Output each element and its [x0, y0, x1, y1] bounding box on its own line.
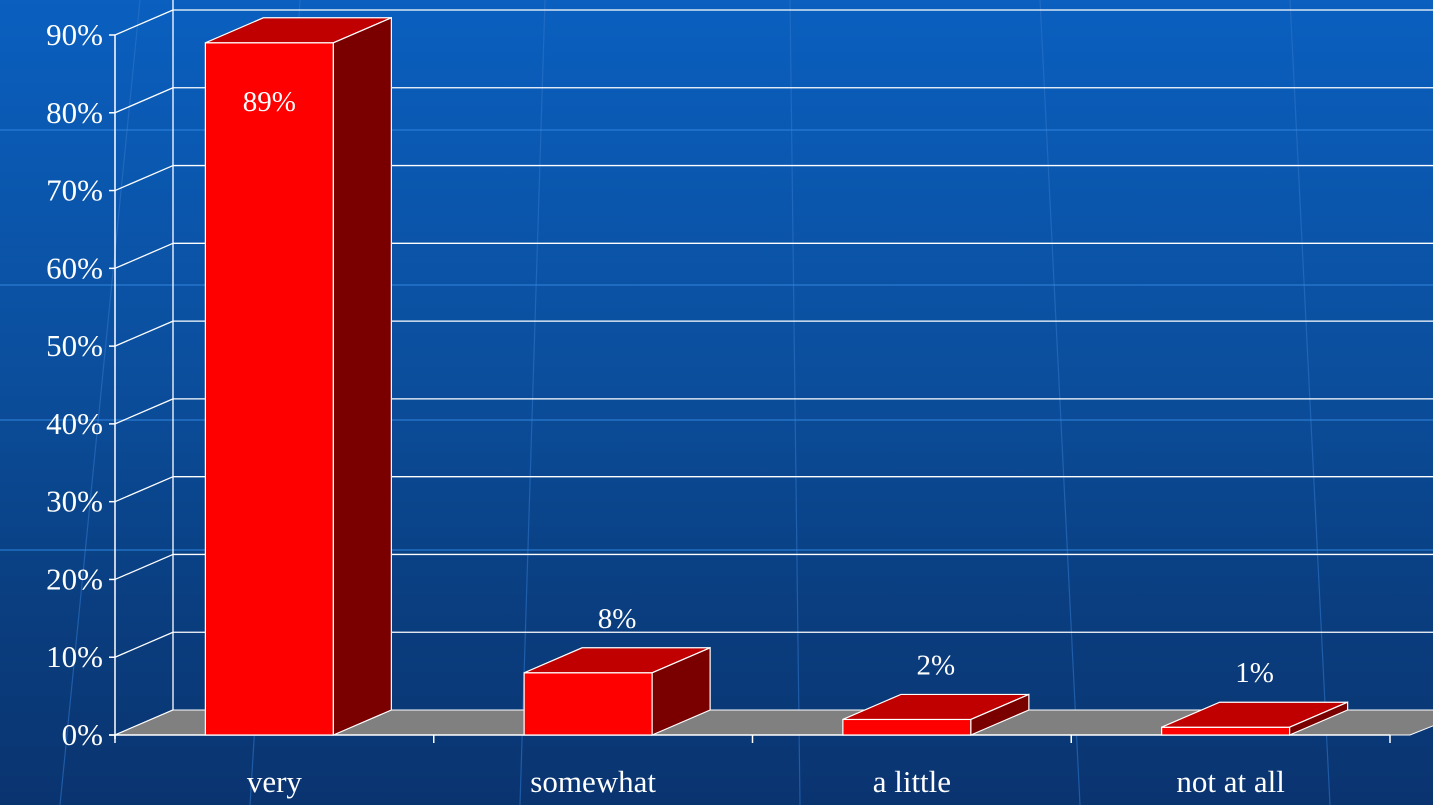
- side-gridline: [114, 87, 174, 114]
- y-tick-label: 30%: [46, 484, 103, 519]
- bar-side: [651, 646, 711, 736]
- y-tick-label: 20%: [46, 561, 103, 596]
- data-label: 8%: [598, 603, 637, 635]
- x-category-label: very: [247, 764, 303, 799]
- side-gridline: [114, 398, 174, 425]
- bar-front: [523, 672, 653, 736]
- data-label: 1%: [1235, 657, 1274, 689]
- meridian-line: [1289, 0, 1331, 805]
- y-tick-label: 40%: [46, 406, 103, 441]
- data-label: 2%: [917, 649, 956, 681]
- bar-front: [1161, 726, 1291, 736]
- data-label: 89%: [243, 86, 296, 118]
- side-gridline: [114, 476, 174, 503]
- x-category-label: not at all: [1176, 764, 1284, 799]
- y-tick-label: 0%: [62, 717, 103, 752]
- side-gridline: [114, 631, 174, 658]
- side-gridline: [114, 164, 174, 192]
- chart-bars: [204, 16, 1349, 736]
- y-tick-label: 80%: [46, 95, 103, 130]
- x-category-label: somewhat: [530, 764, 656, 799]
- bar-side: [970, 693, 1030, 736]
- meridian-line: [1039, 0, 1081, 805]
- y-tick-label: 90%: [46, 17, 103, 52]
- bar-side: [332, 16, 392, 736]
- y-tick-label: 10%: [46, 639, 103, 674]
- y-tick-label: 60%: [46, 250, 103, 285]
- meridian-line: [789, 0, 801, 805]
- bar-front: [842, 718, 972, 736]
- side-gridline: [114, 320, 174, 347]
- meridian-line: [519, 0, 546, 805]
- side-gridline: [114, 553, 174, 581]
- bar-front: [204, 42, 334, 736]
- bar-side: [1289, 701, 1349, 736]
- meridian-line: [59, 0, 141, 805]
- chart-labels: 0% 10% 20% 30% 40% 50% 60% 70% 80% 90% very 89% some…: [46, 17, 1285, 799]
- side-gridline: [114, 9, 174, 36]
- x-category-label: a little: [873, 764, 951, 799]
- y-tick-label: 70%: [46, 173, 103, 208]
- side-gridline: [114, 242, 174, 269]
- y-tick-label: 50%: [46, 328, 103, 363]
